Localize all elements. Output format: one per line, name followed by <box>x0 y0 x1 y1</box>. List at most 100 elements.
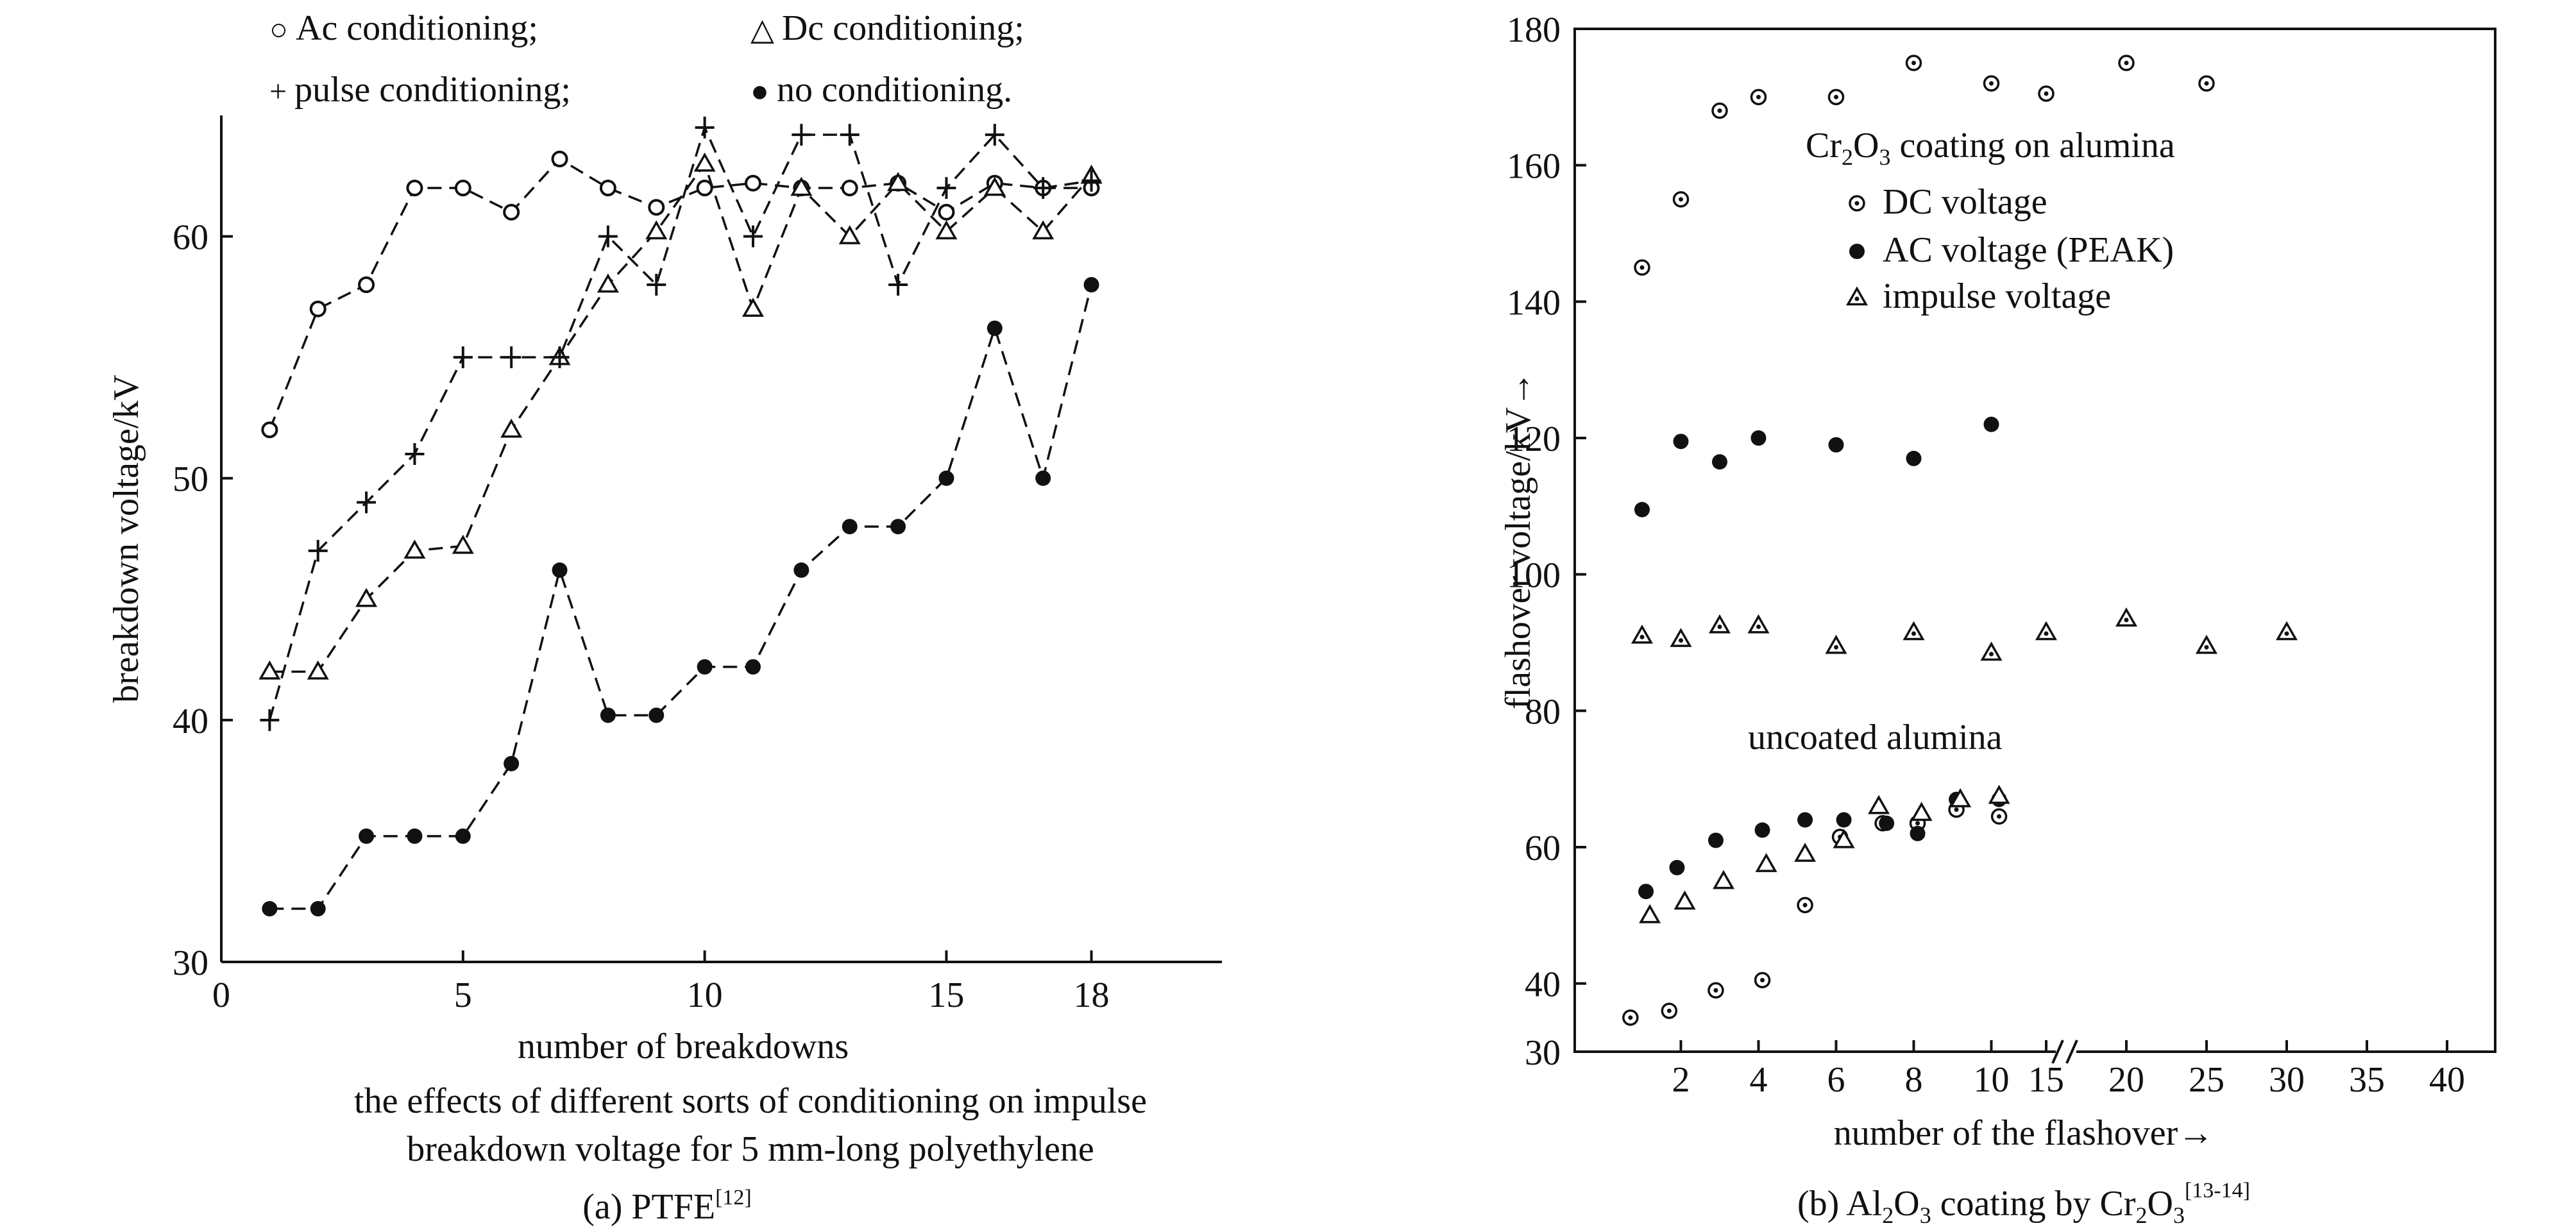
chart-b-x-tick-label: 20 <box>2108 1060 2144 1100</box>
chart-b-point <box>1833 829 1855 848</box>
chart-a-point <box>887 172 910 191</box>
chart-a-point <box>985 124 1004 146</box>
chart-a-point <box>504 755 520 771</box>
chart-b-point <box>1661 1002 1678 1019</box>
chart-b-point <box>1707 982 1724 999</box>
chart-a-point <box>307 660 329 680</box>
chart-a-point <box>310 901 326 917</box>
chart-a-point <box>1081 169 1101 192</box>
chart-b-y-tick-label: 120 <box>1507 419 1561 459</box>
chart-a-xlabel: number of breakdowns <box>518 1027 849 1066</box>
chart-b-legend-marker <box>1849 195 1865 212</box>
chart-a-point <box>308 539 328 562</box>
chart-b-point <box>1754 972 1771 989</box>
chart-a-y-tick-label: 40 <box>173 702 208 741</box>
chart-b-legend-marker <box>1849 244 1865 259</box>
chart-a-y-tick-label: 60 <box>173 218 208 258</box>
chart-a-legend: ○ Ac conditioning; △ Dc conditioning; + pu… <box>269 8 1024 110</box>
chart-b-x-tick-label: 8 <box>1905 1060 1923 1100</box>
chart-b-legend: DC voltage AC voltage (PEAK) impulse volta… <box>1845 182 2174 316</box>
chart-b-point <box>1634 501 1650 518</box>
chart-a-point <box>792 124 811 146</box>
chart-a-legend-marker: ○ <box>269 13 296 47</box>
chart-a-point <box>840 124 860 146</box>
chart-b-legend-label: impulse voltage <box>1883 276 2111 316</box>
chart-a-ptfe-breakdown: ○ Ac conditioning; △ Dc conditioning; + pu… <box>106 8 1222 1227</box>
chart-b-point <box>1712 454 1727 470</box>
chart-a-legend-marker: △ <box>750 13 782 47</box>
chart-b-y-tick-label: 40 <box>1525 965 1561 1005</box>
chart-a-series-line-3 <box>268 124 1092 721</box>
chart-a-caption-line-2: breakdown voltage for 5 mm-long polyethy… <box>407 1129 1094 1169</box>
chart-b-point <box>1711 102 1728 119</box>
chart-a-point <box>355 587 378 607</box>
chart-b-annotation-uncoated: uncoated alumina <box>1748 718 2003 757</box>
chart-b-series <box>1622 55 2298 1026</box>
chart-a-legend-item: ● no conditioning. <box>750 70 1012 110</box>
chart-a-legend-item: ○ Ac conditioning; <box>269 8 538 48</box>
chart-b-legend-label: AC voltage (PEAK) <box>1883 230 2174 270</box>
chart-b-point <box>1750 430 1767 446</box>
chart-b-point <box>1827 88 1845 106</box>
chart-a-x-tick-label: 15 <box>928 975 964 1015</box>
chart-b-point <box>1673 434 1689 450</box>
chart-a-ylabel: breakdown voltage/kV <box>106 375 146 703</box>
chart-a-point <box>888 274 908 296</box>
annotation-coated-s1: 2 <box>1842 144 1853 170</box>
chart-a-point <box>838 225 861 244</box>
chart-a-y-tick-label: 50 <box>173 460 208 500</box>
chart-b-al2o3-flashover: 30 40 60 80 100 120 140 160 180 2 4 6 8 10 15 20 25 30 35 4… <box>1498 10 2496 1228</box>
chart-b-point <box>1983 416 1999 432</box>
chart-a-point <box>453 346 473 369</box>
chart-b-legend-label: DC voltage <box>1883 182 2047 222</box>
chart-b-point <box>1631 624 1654 644</box>
chart-a-point <box>890 519 906 535</box>
chart-a-point <box>842 519 858 535</box>
chart-a-point <box>1032 220 1055 240</box>
chart-b-point <box>1905 55 1922 71</box>
chart-a-point <box>551 150 568 167</box>
chart-b-x-tick-label: 25 <box>2189 1060 2224 1100</box>
chart-b-point <box>2035 621 2058 641</box>
chart-b-point <box>1707 832 1724 848</box>
chart-b-point <box>1983 75 2000 92</box>
chart-a-legend-item: + pulse conditioning; <box>269 70 571 110</box>
chart-b-point <box>1755 853 1777 872</box>
chart-b-y-tick-label: 140 <box>1507 283 1561 323</box>
chart-b-point <box>1825 634 1847 654</box>
chart-a-point <box>405 443 425 465</box>
chart-a-point <box>935 220 958 240</box>
chart-b-x-tick-label: 6 <box>1827 1060 1845 1100</box>
chart-a-x-tick-label: 5 <box>454 975 472 1015</box>
chart-a-point <box>741 298 765 317</box>
chart-b-y-tick-label: 60 <box>1525 829 1561 868</box>
chart-b-point <box>2275 621 2298 641</box>
chart-b-point <box>1797 897 1813 914</box>
chart-b-point <box>1906 450 1922 466</box>
chart-a-point <box>599 180 616 197</box>
chart-b-y-tick-label: 30 <box>1525 1033 1561 1073</box>
chart-a-point <box>258 660 281 680</box>
chart-b-axis-break <box>2051 1040 2078 1064</box>
annotation-coated-t2: O <box>1853 126 1879 165</box>
chart-a-legend-label: no conditioning. <box>777 70 1012 110</box>
chart-a-legend-marker: + <box>269 74 294 108</box>
chart-b-x-tick-label: 15 <box>2028 1060 2064 1100</box>
chart-a-point <box>841 180 858 197</box>
chart-a-y-tick-label: 30 <box>173 943 208 983</box>
chart-b-subtitle-s4: 3 <box>2173 1202 2185 1228</box>
chart-a-point <box>697 659 713 675</box>
chart-b-point <box>1670 628 1692 647</box>
chart-b-point <box>1747 614 1770 634</box>
chart-a-point <box>357 491 377 514</box>
chart-b-subtitle-s1: 2 <box>1882 1202 1894 1228</box>
chart-a-point <box>1033 177 1053 199</box>
chart-b-subtitle-t1: (b) Al <box>1797 1184 1882 1224</box>
chart-a-series <box>258 116 1103 917</box>
chart-b-point <box>1794 843 1817 862</box>
annotation-coated-t1: Cr <box>1806 126 1842 165</box>
chart-a-subtitle-ref: [12] <box>715 1186 752 1209</box>
chart-a-point <box>500 418 523 438</box>
chart-a-point <box>793 562 809 578</box>
chart-b-point <box>1634 259 1650 276</box>
